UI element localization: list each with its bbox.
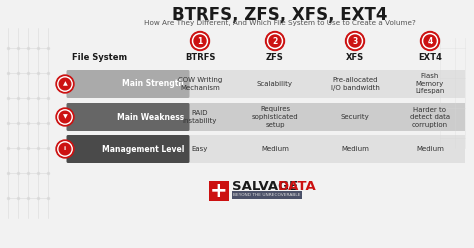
FancyBboxPatch shape bbox=[66, 70, 190, 98]
Circle shape bbox=[58, 142, 72, 156]
Text: Pre-allocated
I/O bandwidth: Pre-allocated I/O bandwidth bbox=[330, 77, 380, 91]
Circle shape bbox=[59, 111, 71, 123]
Text: Medium: Medium bbox=[416, 146, 444, 152]
Circle shape bbox=[58, 110, 72, 124]
Text: File System: File System bbox=[73, 53, 128, 62]
Text: BEYOND THE UNRECOVERABLE: BEYOND THE UNRECOVERABLE bbox=[233, 193, 301, 197]
Text: Main Weakness: Main Weakness bbox=[117, 113, 184, 122]
Text: EXT4: EXT4 bbox=[418, 53, 442, 62]
Text: Requires
sophisticated
setup: Requires sophisticated setup bbox=[252, 106, 298, 127]
Text: SALVAGE: SALVAGE bbox=[232, 180, 298, 192]
Text: Main Strength: Main Strength bbox=[122, 80, 184, 89]
FancyBboxPatch shape bbox=[135, 103, 465, 131]
Circle shape bbox=[346, 31, 365, 51]
Circle shape bbox=[191, 31, 210, 51]
Circle shape bbox=[56, 75, 74, 93]
Circle shape bbox=[59, 78, 71, 90]
Text: Medium: Medium bbox=[261, 146, 289, 152]
Text: BTRFS: BTRFS bbox=[185, 53, 215, 62]
Text: Flash
Memory
Lifespan: Flash Memory Lifespan bbox=[415, 73, 445, 94]
Text: i: i bbox=[64, 147, 66, 152]
Circle shape bbox=[192, 33, 208, 49]
Circle shape bbox=[265, 31, 284, 51]
Text: +: + bbox=[210, 181, 228, 201]
Circle shape bbox=[420, 31, 439, 51]
Circle shape bbox=[347, 33, 363, 49]
Circle shape bbox=[269, 35, 281, 47]
Circle shape bbox=[422, 33, 438, 49]
Text: Medium: Medium bbox=[341, 146, 369, 152]
Circle shape bbox=[349, 35, 361, 47]
FancyBboxPatch shape bbox=[66, 135, 190, 163]
Text: How Are They Different, And Which File System to Use to Create a Volume?: How Are They Different, And Which File S… bbox=[144, 20, 416, 26]
Circle shape bbox=[194, 35, 206, 47]
Text: Scalability: Scalability bbox=[257, 81, 293, 87]
Circle shape bbox=[267, 33, 283, 49]
Circle shape bbox=[59, 143, 71, 155]
Text: RAID
instability: RAID instability bbox=[183, 110, 217, 124]
Text: Harder to
detect data
corruption: Harder to detect data corruption bbox=[410, 106, 450, 127]
Text: 3: 3 bbox=[352, 36, 357, 45]
Text: Easy: Easy bbox=[192, 146, 208, 152]
Text: ▲: ▲ bbox=[63, 82, 67, 87]
FancyBboxPatch shape bbox=[232, 191, 302, 199]
FancyBboxPatch shape bbox=[135, 70, 465, 98]
Circle shape bbox=[424, 35, 436, 47]
Text: Management Level: Management Level bbox=[101, 145, 184, 154]
Text: 1: 1 bbox=[197, 36, 202, 45]
FancyBboxPatch shape bbox=[66, 103, 190, 131]
Circle shape bbox=[56, 140, 74, 158]
Text: ZFS: ZFS bbox=[266, 53, 284, 62]
FancyBboxPatch shape bbox=[135, 135, 465, 163]
Text: DATA: DATA bbox=[278, 180, 317, 192]
Text: XFS: XFS bbox=[346, 53, 364, 62]
FancyBboxPatch shape bbox=[209, 181, 229, 201]
Text: 2: 2 bbox=[273, 36, 278, 45]
Text: BTRFS, ZFS, XFS, EXT4: BTRFS, ZFS, XFS, EXT4 bbox=[172, 6, 388, 24]
Text: COW Writing
Mechanism: COW Writing Mechanism bbox=[178, 77, 222, 91]
Text: ▼: ▼ bbox=[63, 115, 67, 120]
Text: 4: 4 bbox=[428, 36, 433, 45]
Circle shape bbox=[56, 108, 74, 126]
Circle shape bbox=[58, 77, 72, 91]
Text: Security: Security bbox=[341, 114, 369, 120]
